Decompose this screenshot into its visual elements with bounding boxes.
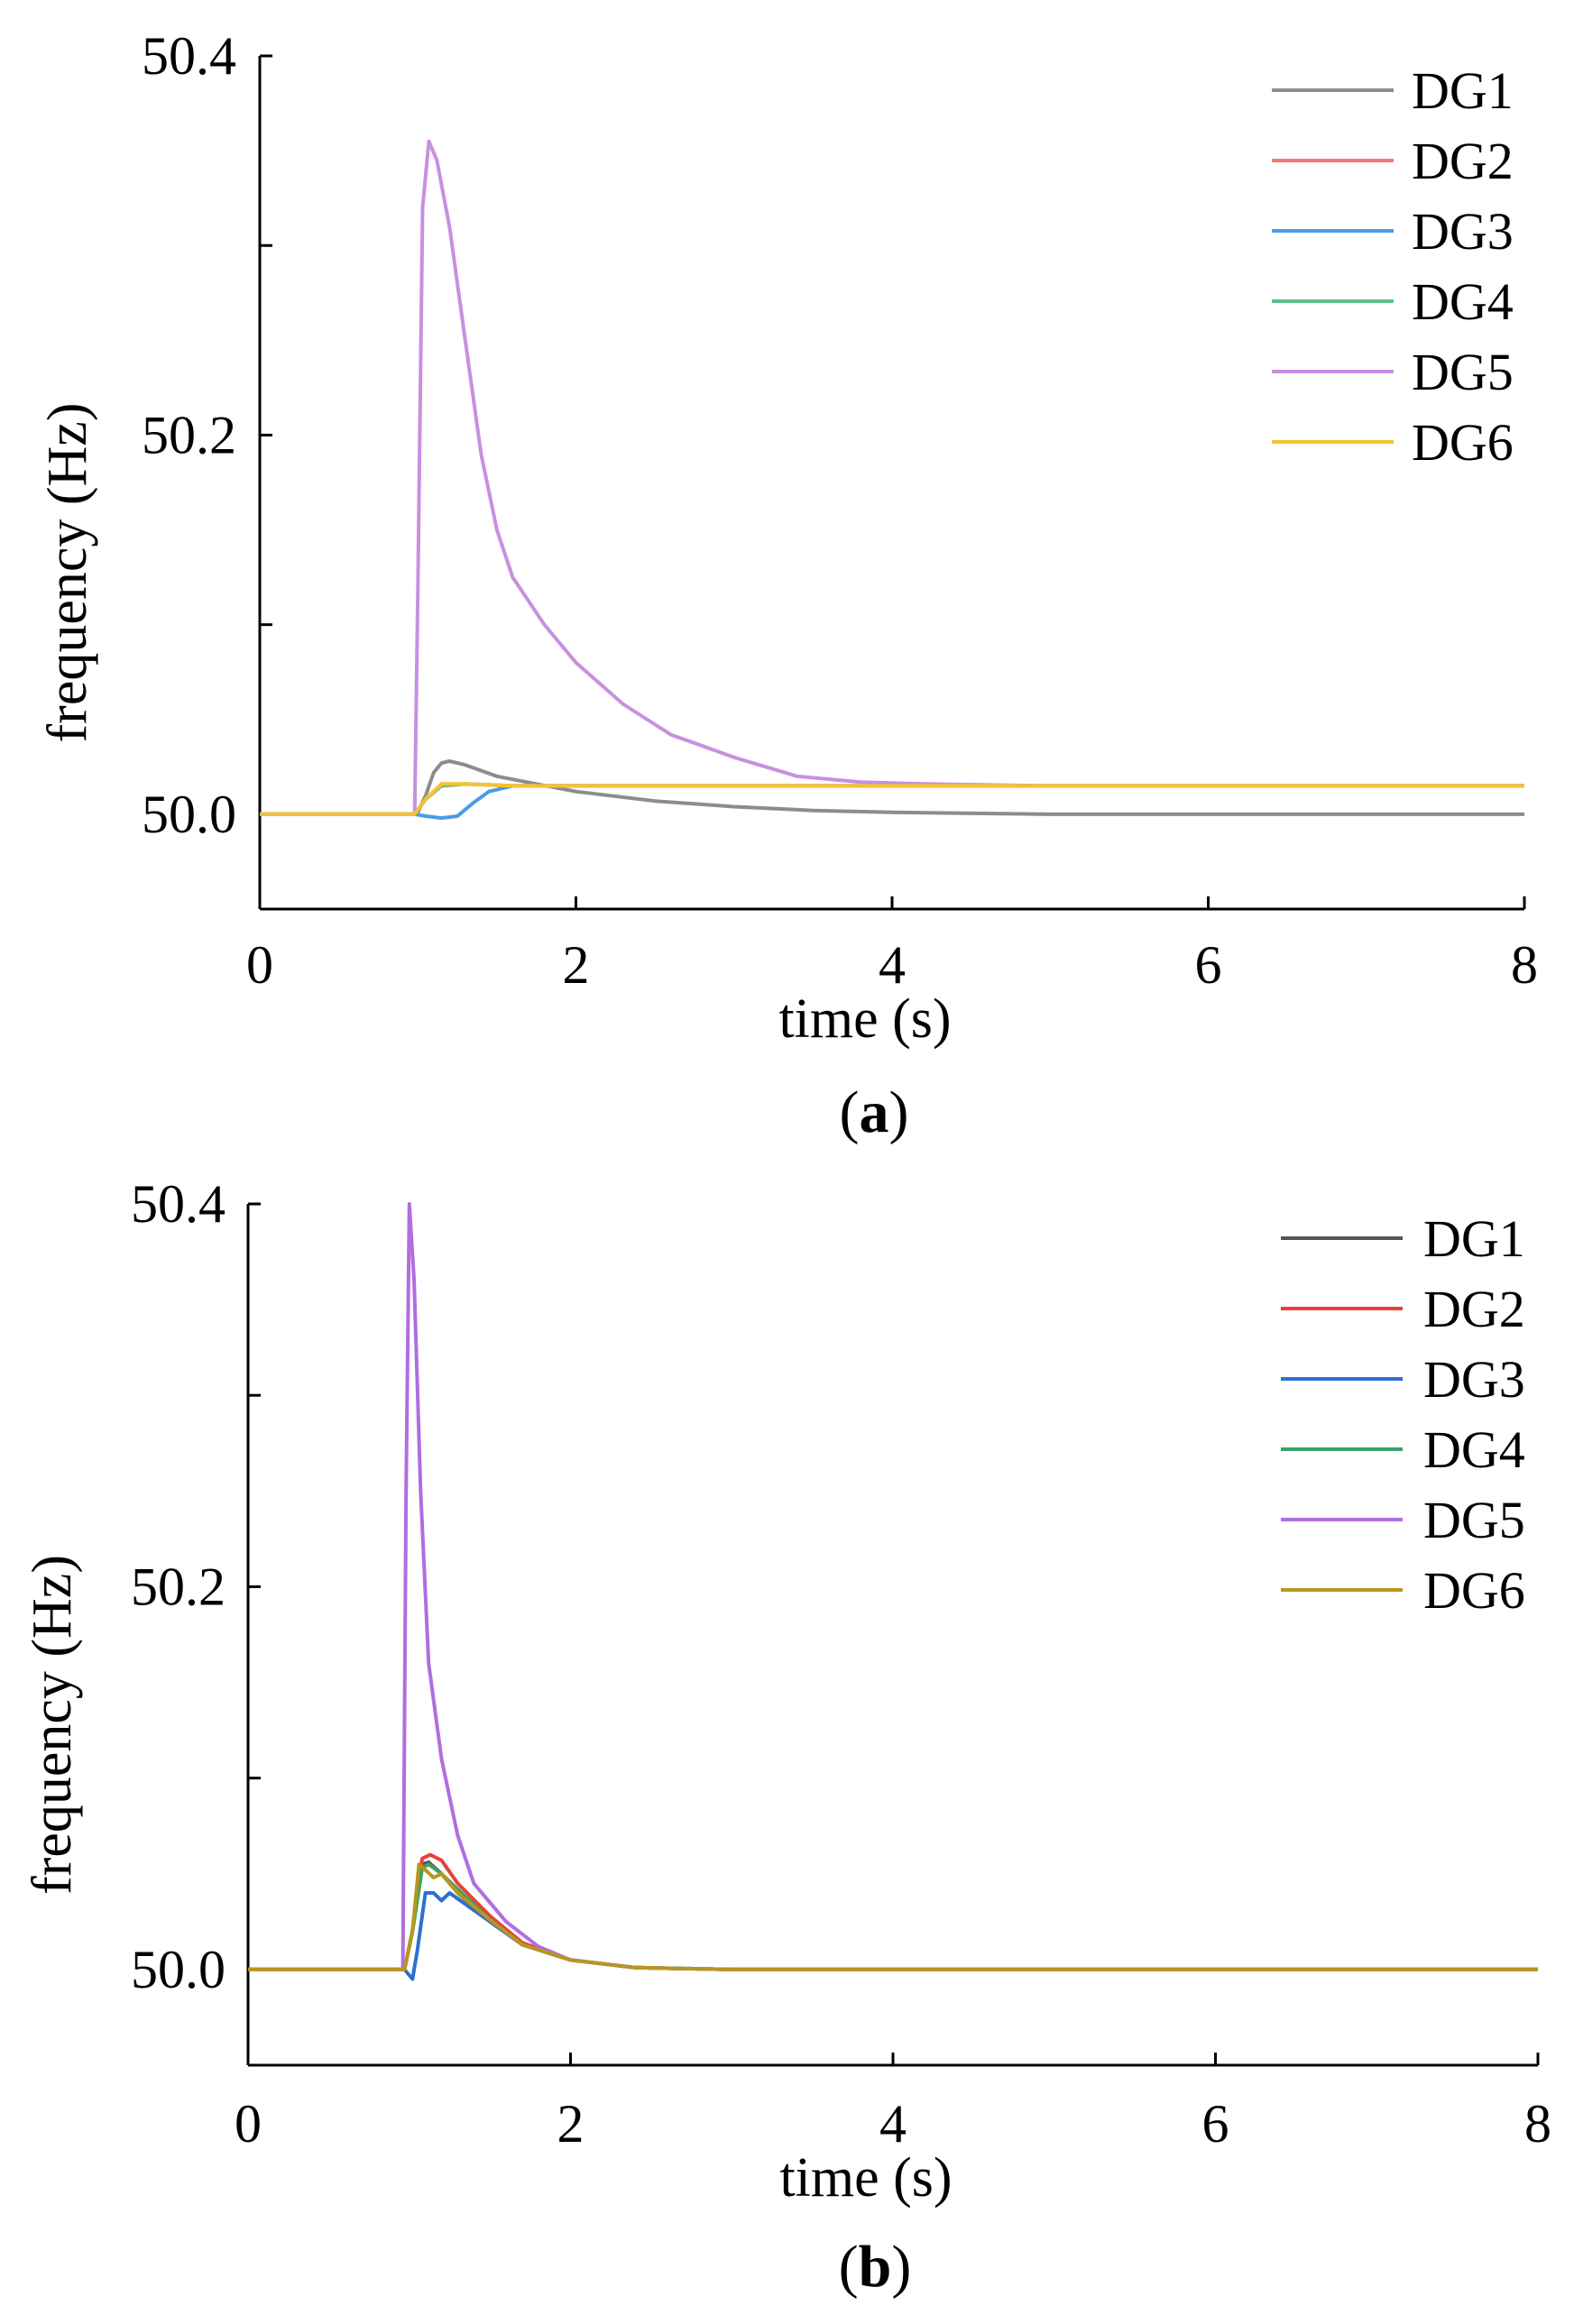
y-axis-label: frequency (Hz) [22,1555,83,1895]
series-line-dg1 [260,759,1524,816]
series-line-dg3 [248,1891,1538,1981]
legend-label-dg3: DG3 [1412,202,1514,261]
caption-close: ) [891,2234,911,2300]
y-tick-label: 50.4 [142,26,236,86]
caption-close: ) [889,1079,909,1145]
x-axis-label: time (s) [779,2147,952,2209]
caption-letter: a [860,1079,889,1145]
legend-label-dg1: DG1 [1423,1209,1525,1268]
x-tick-label: 4 [879,2094,907,2154]
legend-label-dg6: DG6 [1423,1561,1525,1620]
x-tick-label: 2 [563,935,590,995]
legend-label-dg5: DG5 [1412,343,1514,401]
y-tick-label: 50.4 [131,1174,226,1234]
legend-label-dg6: DG6 [1412,413,1514,472]
series-group [260,139,1524,821]
series-group [248,1202,1538,1981]
legend-label-dg2: DG2 [1412,132,1514,190]
caption-open: ( [839,2234,859,2300]
series-line-dg4 [260,782,1524,816]
x-tick-label: 8 [1511,935,1538,995]
panel-caption: (a) [840,1079,909,1145]
panel-a: 50.0 50.2 50.4 0 2 4 6 8 time (s) frequency (Hz) D… [37,26,1538,1145]
x-tick-label: 6 [1202,2094,1229,2154]
legend-label-dg4: DG4 [1412,272,1514,331]
series-line-dg6 [260,782,1524,816]
legend-label-dg2: DG2 [1423,1280,1525,1338]
legend-label-dg3: DG3 [1423,1350,1525,1409]
legend-label-dg1: DG1 [1412,61,1514,120]
panel-caption: (b) [839,2234,912,2300]
series-line-dg2 [260,782,1524,816]
x-tick-label: 2 [557,2094,584,2154]
x-tick-label: 8 [1524,2094,1551,2154]
series-line-dg5 [260,139,1524,816]
y-axis-label: frequency (Hz) [37,403,98,743]
x-tick-label: 4 [879,935,906,995]
series-line-dg1 [248,1860,1538,1971]
x-tick-label: 6 [1195,935,1222,995]
series-line-dg5 [248,1202,1538,1971]
x-tick-label: 0 [235,2094,262,2154]
y-tick-label: 50.2 [131,1557,226,1616]
caption-letter: b [859,2234,892,2300]
legend-label-dg4: DG4 [1423,1420,1525,1479]
x-axis-label: time (s) [778,988,951,1050]
legend-label-dg5: DG5 [1423,1491,1525,1549]
caption-open: ( [840,1079,860,1145]
panel-b: 50.0 50.2 50.4 0 2 4 6 8 time (s) frequency (Hz) D… [22,1174,1551,2300]
y-tick-label: 50.2 [142,405,236,464]
series-line-dg4 [248,1862,1538,1971]
y-tick-label: 50.0 [142,785,236,844]
x-tick-label: 0 [246,935,273,995]
series-line-dg6 [248,1862,1538,1971]
y-tick-label: 50.0 [131,1940,226,1999]
